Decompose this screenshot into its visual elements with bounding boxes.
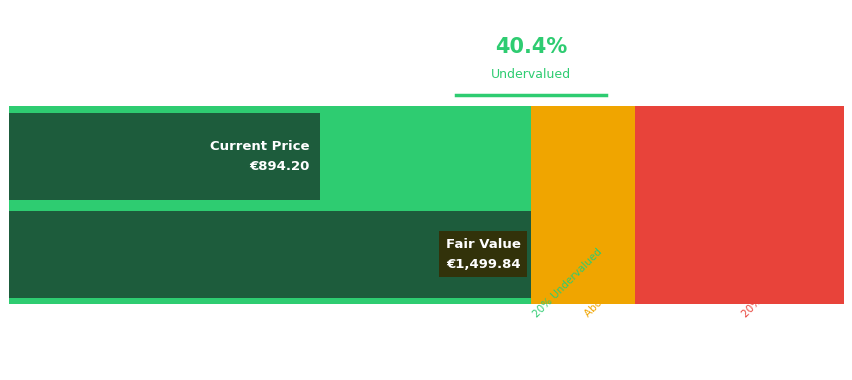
Text: 20% Undervalued: 20% Undervalued [530,246,603,319]
Text: 20% Overvalued: 20% Overvalued [739,251,807,319]
Text: Current Price
€894.20: Current Price €894.20 [210,140,309,173]
Bar [9,113,320,200]
Bar [635,106,843,304]
Text: Undervalued: Undervalued [491,68,570,81]
Bar [9,211,530,298]
Bar [9,106,530,304]
Text: 40.4%: 40.4% [494,37,567,57]
Bar [530,106,635,304]
Text: Fair Value
€1,499.84: Fair Value €1,499.84 [445,238,520,271]
Text: About Right: About Right [583,268,633,319]
